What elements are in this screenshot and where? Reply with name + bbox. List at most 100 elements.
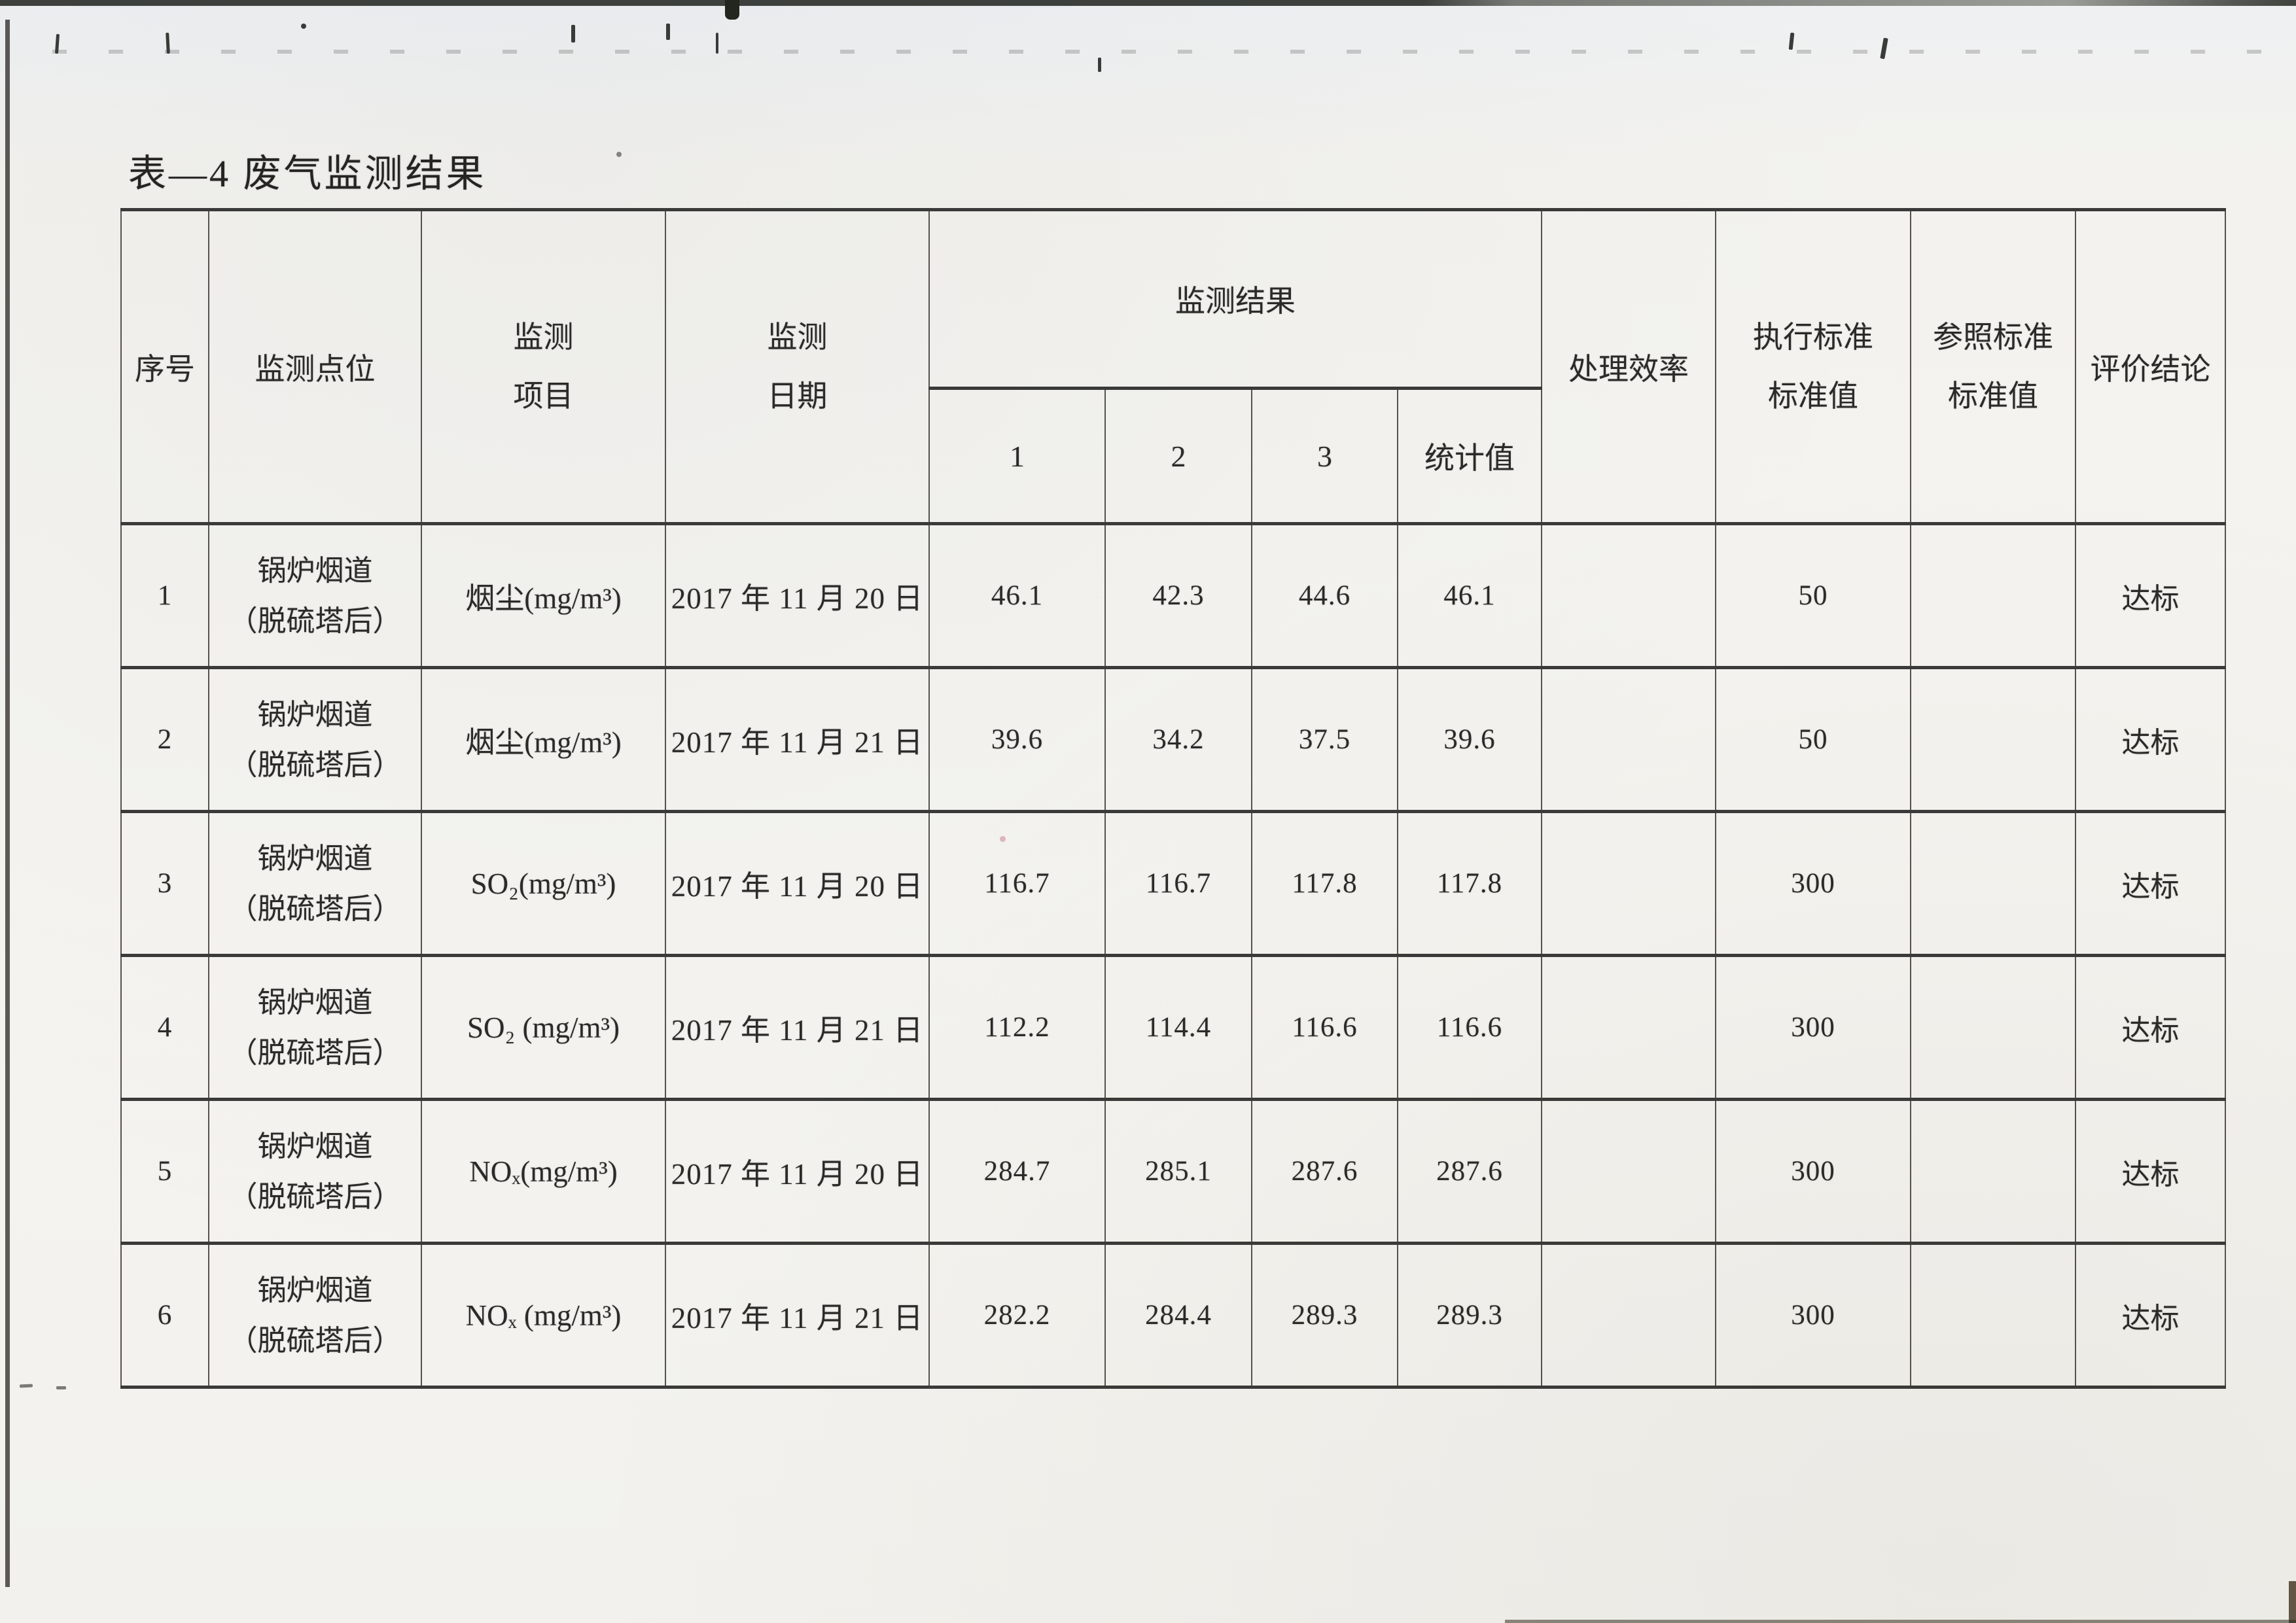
cell-item: SO₂(mg/m³) (421, 810, 666, 957)
table-row: 4 锅炉烟道 （脱硫塔后） SO₂ (mg/m³) 2017 年 11 月 21… (120, 954, 2226, 1101)
cell-result-1: 282.2 (928, 1242, 1106, 1389)
point-line2: （脱硫塔后） (228, 604, 402, 637)
cell-result-stat: 116.6 (1397, 954, 1542, 1101)
header-efficiency: 处理效率 (1541, 208, 1716, 525)
cell-exec-standard: 300 (1715, 810, 1911, 957)
scan-artifact-corner (2289, 1581, 2296, 1623)
header-date: 监测 日期 (665, 208, 930, 525)
cell-efficiency (1541, 954, 1716, 1101)
cell-result-3: 116.6 (1251, 954, 1398, 1101)
header-result-2: 2 (1104, 387, 1252, 525)
cell-point: 锅炉烟道 （脱硫塔后） (208, 954, 422, 1101)
header-item-line1: 监测 (513, 320, 574, 354)
cell-efficiency (1541, 1242, 1716, 1389)
cell-exec-standard: 50 (1715, 522, 1911, 669)
table-row: 1 锅炉烟道 （脱硫塔后） 烟尘(mg/m³) 2017 年 11 月 20 日… (120, 522, 2226, 669)
cell-item: NOₓ(mg/m³) (421, 1098, 666, 1245)
header-results-group: 监测结果 (928, 208, 1542, 390)
cell-efficiency (1541, 810, 1716, 957)
header-result-1: 1 (928, 387, 1106, 525)
cell-result-3: 117.8 (1251, 810, 1398, 957)
cell-result-3: 287.6 (1251, 1098, 1398, 1245)
point-line1: 锅炉烟道 (257, 554, 373, 587)
cell-result-2: 42.3 (1104, 522, 1252, 669)
cell-result-3: 37.5 (1251, 666, 1398, 813)
cell-result-stat: 289.3 (1397, 1242, 1542, 1389)
scan-artifact (716, 33, 718, 54)
header-item-line2: 项目 (513, 379, 574, 413)
point-line1: 锅炉烟道 (257, 842, 373, 875)
cell-result-stat: 39.6 (1397, 666, 1542, 813)
scan-artifact-top-band (0, 0, 2296, 6)
cell-date: 2017 年 11 月 20 日 (665, 810, 930, 957)
scan-artifact-dot (616, 152, 622, 157)
scan-artifact (571, 25, 575, 43)
point-line2: （脱硫塔后） (228, 892, 402, 925)
cell-result-stat: 117.8 (1397, 810, 1542, 957)
point-line1: 锅炉烟道 (257, 986, 373, 1019)
cell-exec-standard: 50 (1715, 666, 1911, 813)
cell-ref-standard (1910, 1098, 2076, 1245)
header-date-line1: 监测 (767, 320, 828, 354)
table-row: 5 锅炉烟道 （脱硫塔后） NOₓ(mg/m³) 2017 年 11 月 20 … (120, 1098, 2226, 1245)
cell-efficiency (1541, 1098, 1716, 1245)
scan-artifact (666, 24, 670, 40)
header-no: 序号 (120, 208, 209, 525)
cell-efficiency (1541, 666, 1716, 813)
cell-date: 2017 年 11 月 21 日 (665, 666, 930, 813)
cell-point: 锅炉烟道 （脱硫塔后） (208, 1098, 422, 1245)
header-exec-line2: 标准值 (1768, 379, 1858, 413)
cell-date: 2017 年 11 月 20 日 (665, 1098, 930, 1245)
scan-artifact (1788, 32, 1795, 50)
cell-date: 2017 年 11 月 21 日 (665, 954, 930, 1101)
cell-result-1: 39.6 (928, 666, 1106, 813)
cell-ref-standard (1910, 1242, 2076, 1389)
cell-result-1: 284.7 (928, 1098, 1106, 1245)
cell-result-stat: 46.1 (1397, 522, 1542, 669)
scan-artifact (56, 1386, 66, 1389)
cell-item: NOₓ (mg/m³) (421, 1242, 666, 1389)
cell-no: 2 (120, 666, 209, 813)
header-row-1: 序号 监测点位 监测 项目 监测 日期 监测结果 处理效率 执行标准 标准值 参… (120, 208, 2226, 525)
scan-artifact (166, 32, 170, 54)
cell-conclusion: 达标 (2075, 1242, 2226, 1389)
cell-result-1: 112.2 (928, 954, 1106, 1101)
header-result-3: 3 (1251, 387, 1398, 525)
point-line1: 锅炉烟道 (257, 1130, 373, 1162)
table-row: 6 锅炉烟道 （脱硫塔后） NOₓ (mg/m³) 2017 年 11 月 21… (120, 1242, 2226, 1389)
point-line2: （脱硫塔后） (228, 1180, 402, 1213)
cell-no: 5 (120, 1098, 209, 1245)
cell-no: 4 (120, 954, 209, 1101)
scan-artifact (1880, 37, 1888, 60)
cell-item: 烟尘(mg/m³) (421, 666, 666, 813)
point-line2: （脱硫塔后） (228, 1036, 402, 1069)
point-line2: （脱硫塔后） (228, 748, 402, 781)
header-date-line2: 日期 (767, 379, 828, 413)
header-item: 监测 项目 (421, 208, 666, 525)
table-row: 2 锅炉烟道 （脱硫塔后） 烟尘(mg/m³) 2017 年 11 月 21 日… (120, 666, 2226, 813)
cell-efficiency (1541, 522, 1716, 669)
cell-no: 1 (120, 522, 209, 669)
cell-result-2: 285.1 (1104, 1098, 1252, 1245)
cell-point: 锅炉烟道 （脱硫塔后） (208, 522, 422, 669)
header-ref-line1: 参照标准 (1933, 320, 2053, 354)
cell-result-2: 34.2 (1104, 666, 1252, 813)
cell-ref-standard (1910, 954, 2076, 1101)
cell-point: 锅炉烟道 （脱硫塔后） (208, 666, 422, 813)
scan-artifact (1098, 58, 1101, 72)
header-exec-line1: 执行标准 (1753, 320, 1873, 354)
cell-date: 2017 年 11 月 21 日 (665, 1242, 930, 1389)
header-result-stat: 统计值 (1397, 387, 1542, 525)
point-line2: （脱硫塔后） (228, 1324, 402, 1357)
cell-ref-standard (1910, 666, 2076, 813)
cell-conclusion: 达标 (2075, 522, 2226, 669)
cell-item: SO₂ (mg/m³) (421, 954, 666, 1101)
header-ref-standard: 参照标准 标准值 (1910, 208, 2076, 525)
cell-exec-standard: 300 (1715, 954, 1911, 1101)
cell-result-3: 44.6 (1251, 522, 1398, 669)
header-row-2: 1 2 3 统计值 (121, 387, 2225, 525)
cell-date: 2017 年 11 月 20 日 (665, 522, 930, 669)
cell-point: 锅炉烟道 （脱硫塔后） (208, 1242, 422, 1389)
cell-result-stat: 287.6 (1397, 1098, 1542, 1245)
